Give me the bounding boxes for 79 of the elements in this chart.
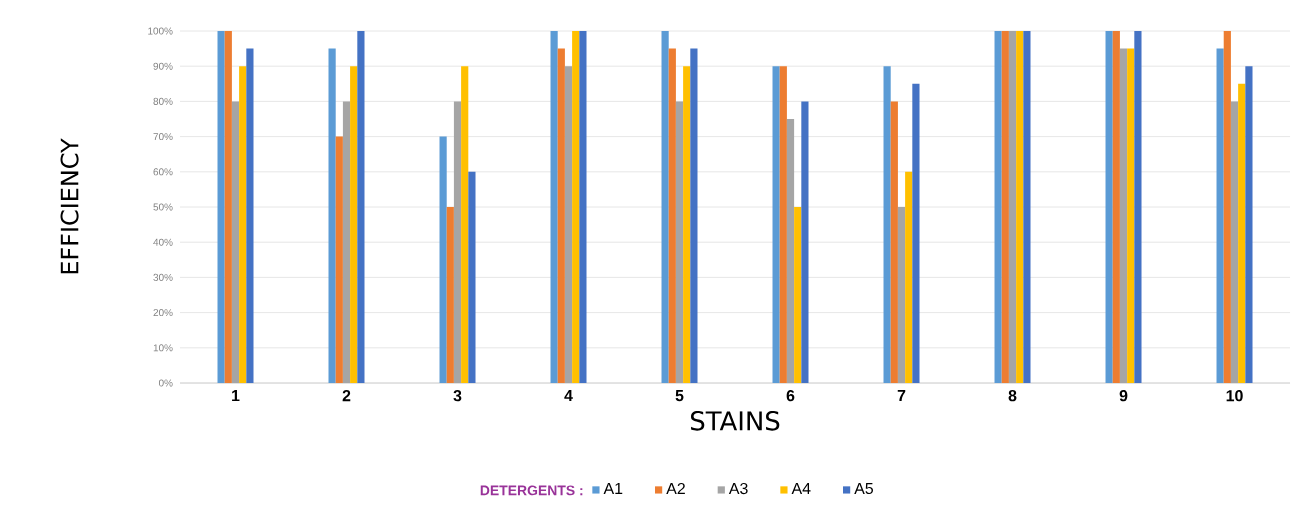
bar [239, 66, 247, 383]
bar [557, 48, 565, 383]
y-tick-label: 10% [153, 344, 173, 352]
x-tick-label: 6 [786, 390, 795, 402]
y-tick-label: 70% [153, 133, 173, 141]
bar [1223, 31, 1231, 383]
bar [801, 101, 809, 383]
bar [779, 66, 787, 383]
bar [1216, 48, 1224, 383]
x-axis-title: STAINS [691, 411, 780, 431]
bar [890, 101, 898, 383]
bar [661, 31, 669, 383]
y-tick-label: 60% [153, 168, 173, 176]
bar [690, 48, 698, 383]
bar [217, 31, 225, 383]
bar [794, 207, 802, 383]
bar [224, 31, 232, 383]
x-tick-label: 2 [342, 390, 351, 402]
legend-label: A1 [603, 482, 623, 494]
x-tick-label: 4 [564, 390, 573, 402]
bar [1119, 48, 1128, 383]
y-axis-title: EFFICIENCY [60, 138, 79, 274]
bar [1008, 31, 1017, 383]
legend-label: A3 [728, 482, 748, 495]
bar [1127, 48, 1135, 383]
x-tick-label: 5 [675, 390, 684, 402]
legend-label: A5 [854, 482, 874, 495]
bar [231, 101, 240, 383]
bar [897, 207, 906, 383]
bar [439, 136, 447, 383]
bar [328, 48, 336, 383]
bar [683, 66, 691, 383]
bar [564, 66, 573, 383]
bar [675, 101, 684, 383]
x-tick-label: 3 [453, 390, 462, 402]
x-tick-label: 10 [1226, 390, 1243, 402]
bar [1245, 66, 1253, 383]
bar [883, 66, 891, 383]
bar [1016, 31, 1024, 383]
bar [246, 48, 254, 383]
y-tick-label: 80% [153, 97, 173, 105]
bar [579, 31, 587, 383]
bar [357, 31, 365, 383]
y-tick-label: 20% [153, 309, 173, 317]
bar [1105, 31, 1113, 383]
legend-label: A4 [791, 482, 811, 494]
x-tick-label: 8 [1008, 390, 1017, 402]
bar [786, 119, 795, 383]
bar [453, 101, 462, 383]
bar [772, 66, 780, 383]
bar [1023, 31, 1031, 383]
x-tick-label: 9 [1119, 390, 1128, 402]
bar [572, 31, 580, 383]
y-tick-label: 0% [158, 379, 173, 387]
x-tick-label: 7 [897, 390, 906, 402]
bar [905, 171, 913, 383]
bar [1134, 31, 1142, 383]
bar [342, 101, 351, 383]
x-tick-label: 1 [232, 390, 240, 402]
bar [1230, 101, 1239, 383]
bar [1001, 31, 1009, 383]
bar [550, 31, 558, 383]
bar [668, 48, 676, 383]
legend-title: DETERGENTS : [480, 485, 583, 496]
bar [446, 207, 454, 383]
legend-label: A2 [666, 482, 685, 495]
bar [994, 31, 1002, 383]
bar [461, 66, 469, 383]
bar [350, 66, 358, 383]
y-tick-label: 30% [153, 273, 173, 281]
bar [1238, 83, 1246, 383]
y-tick-label: 90% [153, 62, 173, 70]
bar [468, 171, 476, 383]
bar [1112, 31, 1120, 383]
bar [912, 83, 920, 383]
y-tick-label: 50% [153, 203, 173, 211]
y-tick-label: 100% [148, 27, 173, 35]
bar [335, 136, 343, 383]
y-tick-label: 40% [153, 238, 173, 246]
